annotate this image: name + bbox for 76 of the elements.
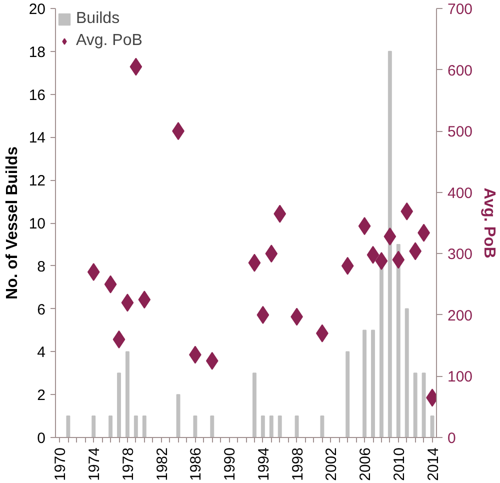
bar — [210, 416, 214, 438]
y-tick-label: 14 — [28, 130, 46, 147]
point — [392, 250, 405, 269]
point — [130, 58, 142, 76]
x-tick-label: 1998 — [289, 447, 306, 481]
bar — [404, 308, 409, 438]
x-tick-label: 1990 — [222, 447, 239, 481]
bar — [278, 416, 282, 438]
x-tick-label: 2010 — [390, 447, 408, 481]
point — [341, 256, 354, 275]
bar — [396, 244, 400, 438]
bar — [252, 372, 256, 438]
bar — [260, 416, 265, 438]
bar — [269, 416, 274, 438]
bar — [92, 416, 96, 438]
y2-tick-label: 400 — [448, 184, 473, 202]
bar — [362, 330, 367, 438]
legend-label: Builds — [76, 10, 120, 28]
bar — [413, 372, 418, 438]
y-tick-label: 6 — [37, 301, 46, 318]
bar — [294, 416, 299, 438]
bar — [388, 50, 392, 438]
y2-tick-label: 500 — [448, 124, 473, 141]
y-tick-label: 2 — [37, 387, 46, 404]
y-tick-label: 20 — [28, 1, 46, 18]
x-tick-label: 2006 — [357, 447, 374, 481]
x-tick-label: 1970 — [52, 447, 70, 481]
bar — [117, 372, 121, 438]
point — [375, 252, 388, 270]
y-tick-label: 10 — [28, 216, 46, 232]
x-tick-label: 2014 — [424, 447, 442, 481]
x-tick-label: 1982 — [154, 447, 171, 481]
y-tick-label: 8 — [37, 258, 46, 276]
point — [256, 306, 270, 324]
bar — [371, 330, 375, 438]
point — [366, 246, 380, 264]
y2-tick-label: 0 — [448, 430, 456, 447]
x-tick-label: 1974 — [86, 447, 104, 481]
bar — [66, 416, 70, 438]
point — [384, 227, 396, 246]
y2-tick-label: 600 — [448, 62, 473, 80]
point — [104, 275, 117, 294]
bar — [193, 416, 198, 438]
bar — [108, 416, 113, 438]
point — [87, 263, 100, 282]
y-tick-label: 16 — [28, 86, 46, 104]
x-tick-label: 1986 — [188, 447, 205, 481]
point — [138, 290, 151, 309]
y2-tick-label: 200 — [448, 307, 473, 324]
y2-tick-label: 100 — [448, 368, 473, 386]
y2-tick-label: 300 — [448, 246, 473, 264]
legend-label: Avg. PoB — [76, 32, 142, 50]
bar — [422, 372, 426, 438]
bar — [346, 351, 350, 438]
bar — [125, 351, 130, 438]
y-tick-label: 12 — [28, 172, 46, 190]
point — [112, 330, 126, 348]
point — [274, 204, 286, 223]
bar — [134, 416, 138, 438]
y2-axis-title: Avg. PoB — [480, 188, 498, 258]
point — [265, 244, 278, 263]
point — [400, 202, 414, 220]
y2-tick-label: 700 — [448, 1, 473, 18]
point — [121, 294, 134, 312]
y-axis-title: No. of Vessel Builds — [4, 146, 21, 300]
point — [358, 217, 371, 236]
x-tick-label: 1994 — [255, 447, 272, 481]
y-tick-label: 0 — [37, 430, 46, 447]
y-tick-label: 18 — [28, 44, 46, 61]
point — [206, 352, 218, 370]
x-tick-label: 1978 — [120, 447, 137, 481]
bar — [320, 416, 324, 438]
y-tick-label: 4 — [37, 344, 46, 362]
point — [248, 254, 261, 272]
bar — [142, 416, 146, 438]
x-tick-label: 2002 — [323, 447, 340, 481]
